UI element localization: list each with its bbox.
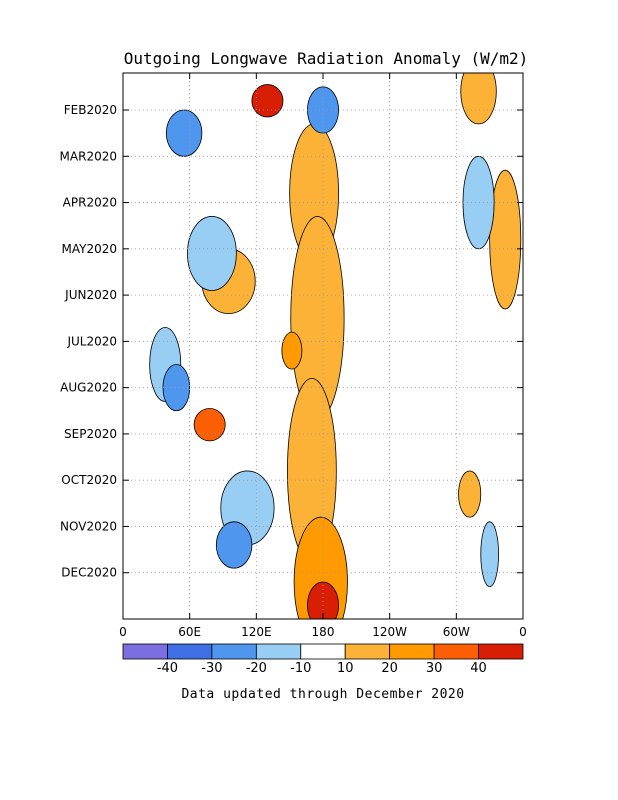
colorbar-swatch: [478, 643, 524, 660]
y-tick-label: AUG2020: [60, 381, 117, 395]
colorbar-swatch: [167, 643, 213, 660]
colorbar-swatch: [211, 643, 257, 660]
x-tick-label: 120E: [241, 625, 272, 639]
x-tick-label: 60E: [178, 625, 201, 639]
x-axis: 0 60E 120E 180 120W 60W 0: [119, 73, 527, 639]
chart-title: Outgoing Longwave Radiation Anomaly (W/m…: [124, 49, 529, 68]
colorbar-swatch: [389, 643, 435, 660]
colorbar-label: 40: [470, 661, 487, 676]
y-tick-label: MAY2020: [62, 242, 118, 256]
colorbar: [122, 643, 524, 660]
y-tick-label: FEB2020: [64, 103, 117, 117]
anomaly-region: [460, 73, 497, 125]
grid-lines: [123, 73, 523, 619]
colorbar-label: 10: [337, 661, 354, 676]
colorbar-swatch: [122, 643, 168, 660]
anomaly-region: [458, 470, 482, 518]
colorbar-label: 20: [381, 661, 398, 676]
y-tick-label: JUN2020: [64, 288, 117, 302]
colorbar-labels: -40 -30 -20 -10 10 20 30 40: [157, 661, 487, 676]
footer-note: Data updated through December 2020: [181, 687, 464, 702]
colorbar-label: -40: [157, 661, 178, 676]
anomaly-region: [489, 169, 522, 310]
x-tick-label: 180: [312, 625, 335, 639]
y-axis: FEB2020 MAR2020 APR2020 MAY2020 JUN2020 JUL20…: [60, 103, 523, 580]
colorbar-swatch: [255, 643, 302, 660]
y-tick-label: SEP2020: [64, 427, 117, 441]
y-tick-label: APR2020: [63, 196, 117, 210]
x-tick-label: 120W: [372, 625, 407, 639]
x-tick-label: 0: [519, 625, 527, 639]
anomaly-region: [281, 331, 303, 370]
colorbar-label: -20: [246, 661, 267, 676]
anomaly-region: [215, 521, 253, 569]
colorbar-swatch: [344, 643, 391, 660]
y-tick-label: JUL2020: [66, 334, 117, 348]
anomaly-region: [193, 408, 226, 442]
anomaly-region: [251, 84, 284, 118]
y-tick-label: DEC2020: [61, 566, 117, 580]
y-tick-label: NOV2020: [60, 519, 117, 533]
y-tick-label: OCT2020: [61, 473, 117, 487]
x-tick-label: 0: [119, 625, 127, 639]
colorbar-label: 30: [426, 661, 443, 676]
colorbar-label: -30: [201, 661, 222, 676]
colorbar-swatch: [433, 643, 479, 660]
anomaly-region: [480, 521, 499, 588]
colorbar-label: -10: [290, 661, 311, 676]
x-tick-label: 60W: [443, 625, 470, 639]
colorbar-swatch: [300, 643, 346, 660]
anomaly-region: [165, 109, 203, 157]
anomaly-region: [187, 216, 237, 291]
anomaly-field: [149, 73, 522, 619]
y-tick-label: MAR2020: [60, 149, 117, 163]
